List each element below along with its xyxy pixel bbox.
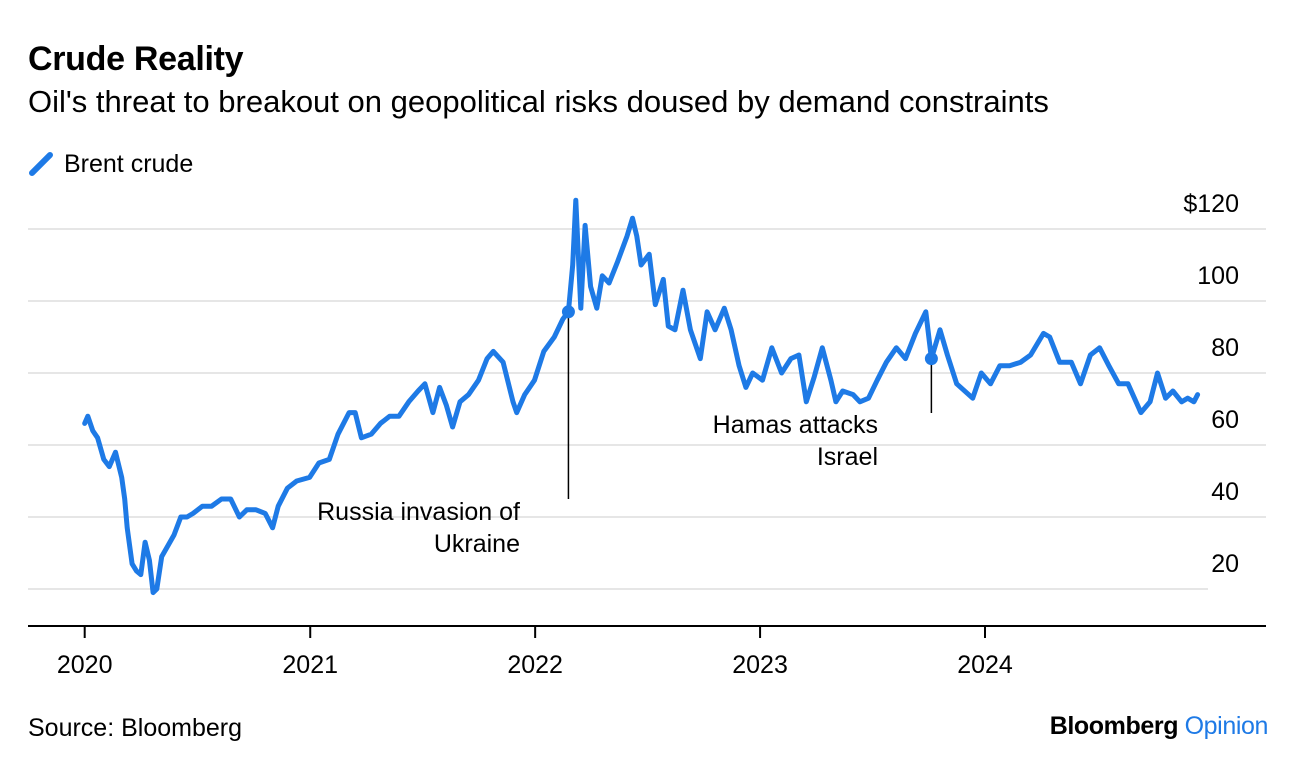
y-tick-label-40: 40 [1211,478,1239,506]
y-tick-label-100: 100 [1197,262,1239,290]
gridlines [28,228,1266,590]
x-tick-label-2020: 2020 [57,651,113,679]
annotation-label-2-line-2: Israel [817,443,878,471]
annotation-label-2-line-1: Hamas attacks [713,411,878,439]
x-axis: 2020 2021 2022 2023 2024 [28,625,1266,679]
x-tick-label-2022: 2022 [507,651,563,679]
x-tick-label-2024: 2024 [957,651,1013,679]
chart-title: Crude Reality [28,40,244,78]
brand-name: Bloomberg [1049,712,1179,740]
source-note: Source: Bloomberg [28,714,243,742]
y-tick-label-20: 20 [1211,550,1239,578]
chart-subtitle: Oil's threat to breakout on geopolitical… [28,84,1049,119]
y-tick-label-80: 80 [1211,334,1239,362]
annotation-markers [561,305,938,366]
series-line-brent [82,197,1201,596]
annotation-label-1-line-2: Ukraine [434,530,520,558]
legend-label-brent: Brent crude [64,149,194,178]
series-layer [82,197,1201,596]
annotation-marker-1 [561,305,575,319]
y-tick-label-120: $120 [1183,190,1239,218]
brand-logo: Bloomberg Opinion [1049,712,1269,741]
legend-swatch-icon [29,152,53,176]
y-tick-label-60: 60 [1211,406,1239,434]
legend: Brent crude [28,148,193,180]
annotation-label-1-line-1: Russia invasion of [317,498,520,526]
annotations: Russia invasion of Ukraine Hamas attacks Is… [317,311,933,558]
x-tick-label-2023: 2023 [732,651,788,679]
annotation-marker-2 [924,352,938,366]
y-axis: 20 40 60 80 100 $120 [1183,190,1239,578]
brand-opinion: Opinion [1184,712,1269,740]
x-tick-label-2021: 2021 [282,651,338,679]
